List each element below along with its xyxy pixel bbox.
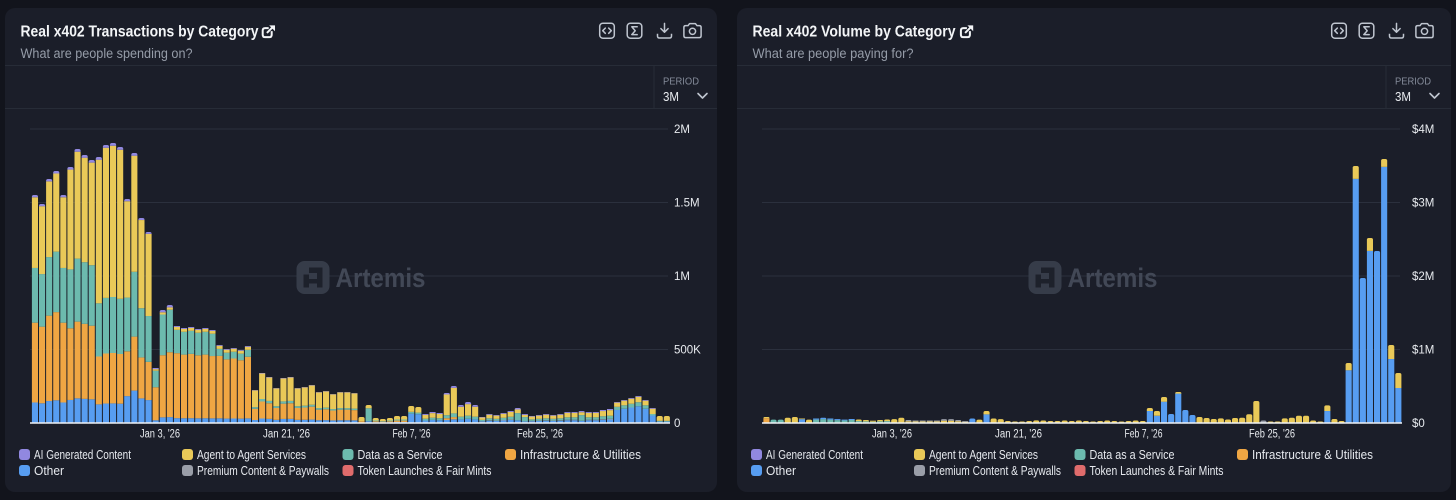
svg-text:Artemis: Artemis (336, 263, 426, 293)
svg-text:1M: 1M (674, 271, 690, 283)
svg-text:Other: Other (766, 464, 796, 478)
svg-text:3M: 3M (663, 89, 679, 104)
svg-text:3M: 3M (1395, 89, 1411, 104)
svg-text:$1M: $1M (1412, 345, 1434, 357)
svg-text:$2M: $2M (1412, 271, 1434, 283)
svg-text:1.5M: 1.5M (674, 198, 700, 210)
svg-text:PERIOD: PERIOD (663, 77, 699, 88)
svg-text:Agent to Agent Services: Agent to Agent Services (929, 448, 1038, 462)
svg-text:Artemis: Artemis (1068, 263, 1158, 293)
svg-text:Data as a Service: Data as a Service (358, 448, 443, 462)
svg-text:$4M: $4M (1412, 124, 1434, 136)
svg-text:Token Launches & Fair Mints: Token Launches & Fair Mints (358, 464, 492, 478)
svg-text:Jan 21, '26: Jan 21, '26 (263, 429, 310, 441)
svg-text:Jan 21, '26: Jan 21, '26 (995, 429, 1042, 441)
svg-text:Feb 25, '26: Feb 25, '26 (517, 429, 563, 441)
svg-text:Infrastructure & Utilities: Infrastructure & Utilities (1252, 448, 1373, 462)
svg-text:What are people paying for?: What are people paying for? (753, 46, 914, 61)
svg-text:Agent to Agent Services: Agent to Agent Services (197, 448, 306, 462)
svg-text:Feb 25, '26: Feb 25, '26 (1249, 429, 1295, 441)
svg-text:$3M: $3M (1412, 198, 1434, 210)
svg-text:Infrastructure & Utilities: Infrastructure & Utilities (520, 448, 641, 462)
svg-text:What are people spending on?: What are people spending on? (21, 46, 193, 61)
svg-text:Real x402 Transactions by Cate: Real x402 Transactions by Category (21, 24, 259, 41)
svg-text:Premium Content & Paywalls: Premium Content & Paywalls (929, 464, 1061, 478)
svg-text:Real x402 Volume by Category: Real x402 Volume by Category (753, 24, 956, 41)
svg-text:2M: 2M (674, 124, 690, 136)
svg-text:$0: $0 (1412, 418, 1425, 430)
svg-text:Feb 7, '26: Feb 7, '26 (1125, 429, 1163, 441)
svg-text:Premium Content & Paywalls: Premium Content & Paywalls (197, 464, 329, 478)
svg-text:Token Launches & Fair Mints: Token Launches & Fair Mints (1090, 464, 1224, 478)
svg-text:Jan 3, '26: Jan 3, '26 (872, 429, 912, 441)
svg-text:Jan 3, '26: Jan 3, '26 (140, 429, 180, 441)
svg-text:PERIOD: PERIOD (1395, 77, 1431, 88)
svg-text:Feb 7, '26: Feb 7, '26 (393, 429, 431, 441)
svg-text:500K: 500K (674, 345, 701, 357)
svg-text:AI Generated Content: AI Generated Content (34, 448, 131, 462)
svg-text:AI Generated Content: AI Generated Content (766, 448, 863, 462)
svg-text:Data as a Service: Data as a Service (1090, 448, 1175, 462)
svg-text:0: 0 (674, 418, 680, 430)
svg-text:Other: Other (34, 464, 64, 478)
